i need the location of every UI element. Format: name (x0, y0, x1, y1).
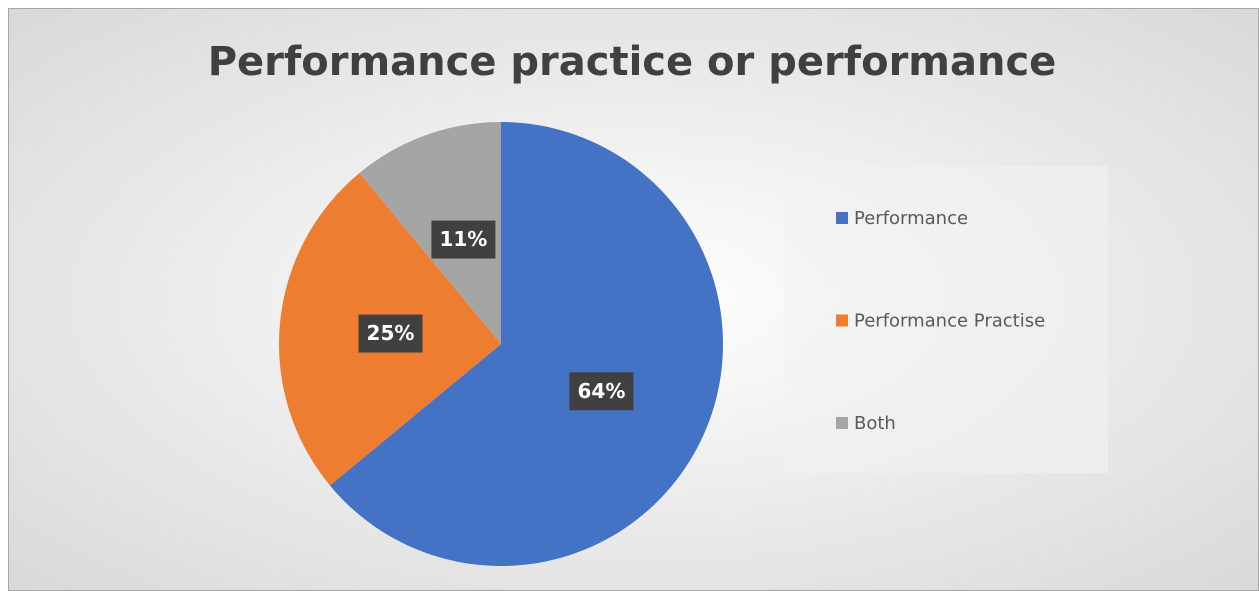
legend-label: Performance (854, 208, 968, 229)
legend-swatch (836, 314, 848, 327)
chart-title: Performance practice or performance (208, 39, 1057, 85)
pie-slice (359, 122, 501, 344)
data-label: 11% (439, 227, 487, 251)
legend-label: Performance Practise (854, 311, 1045, 332)
legend-label: Both (854, 413, 896, 434)
legend-swatch (836, 417, 848, 429)
data-label-box (431, 220, 496, 259)
data-label-box (358, 314, 423, 353)
pie-slice (329, 122, 723, 566)
data-label-box (569, 372, 634, 411)
data-label: 64% (577, 379, 625, 403)
data-label: 25% (367, 321, 415, 345)
legend-swatch (836, 212, 848, 224)
